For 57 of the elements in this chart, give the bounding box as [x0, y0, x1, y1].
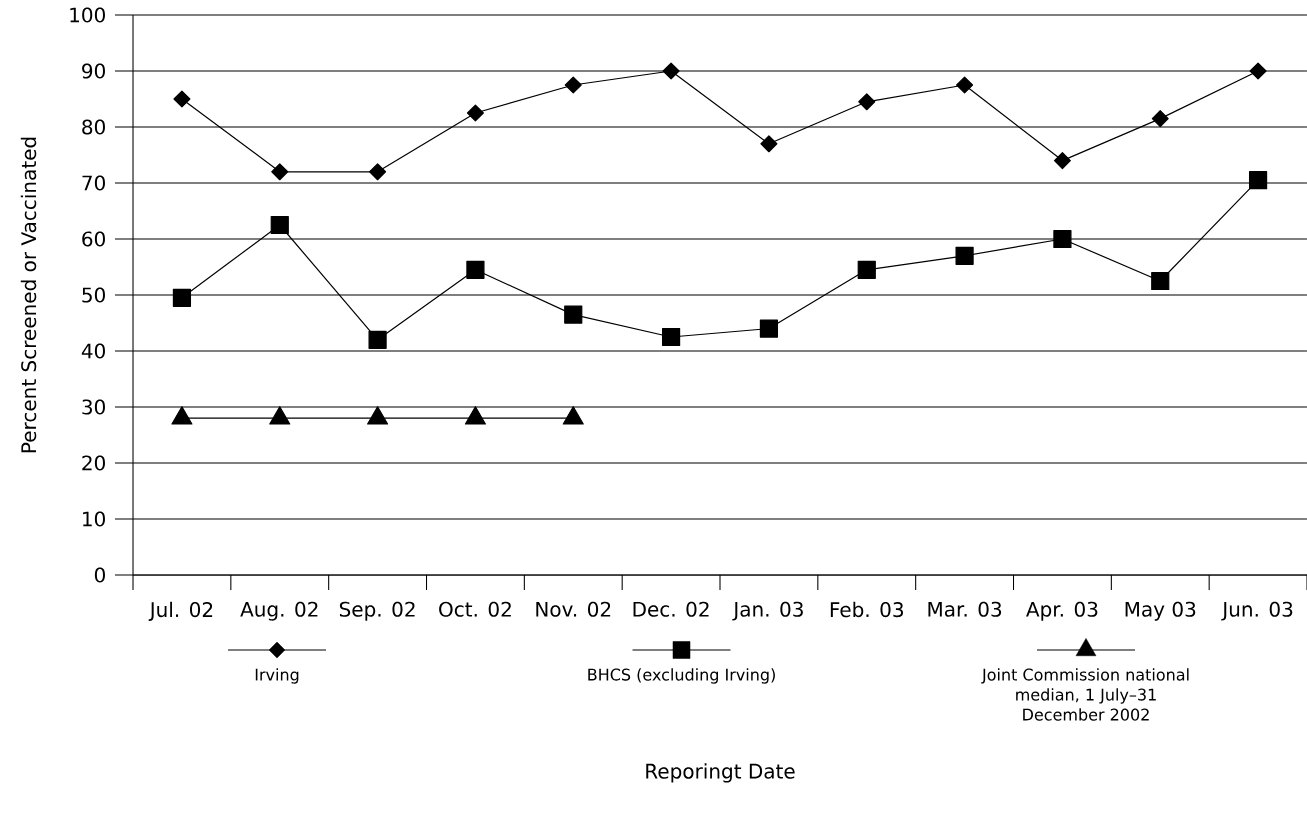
point: [564, 305, 583, 324]
point: [367, 406, 389, 425]
y-tick-label: 0: [94, 567, 105, 583]
y-tick-label: 90: [82, 63, 105, 79]
point: [661, 327, 681, 347]
point: [466, 104, 484, 122]
y-axis-title: Percent Screened or Vaccinated: [20, 137, 37, 453]
y-tick-label: 20: [82, 455, 105, 471]
legend-label: Irving: [255, 668, 299, 684]
point: [172, 288, 192, 307]
point: [1053, 152, 1071, 170]
point: [857, 260, 876, 279]
x-tick-label: Mar. 03: [928, 601, 1002, 617]
point: [564, 76, 582, 94]
point: [956, 76, 974, 94]
point: [466, 260, 485, 279]
point: [171, 406, 193, 425]
point: [1249, 62, 1267, 80]
y-tick-label: 30: [82, 399, 105, 415]
x-tick-label: Jan. 03: [732, 601, 803, 621]
x-tick-label: May 03: [1125, 601, 1196, 621]
x-tick-label: Oct. 02: [439, 601, 511, 617]
x-tick-label: Jun. 03: [1221, 601, 1293, 621]
y-tick-label: 70: [82, 175, 105, 191]
x-tick-label: Nov. 02: [536, 601, 611, 617]
point: [1248, 171, 1268, 190]
point: [858, 93, 876, 111]
x-tick-label: Feb. 03: [830, 601, 903, 618]
point: [1151, 110, 1169, 128]
x-tick-label: Sep. 02: [339, 601, 415, 621]
x-tick-label: Aug. 02: [240, 601, 318, 621]
text: Reporingt Date: [646, 763, 795, 783]
point: [369, 163, 387, 181]
point: [464, 406, 486, 425]
y-tick-label: 80: [82, 119, 105, 135]
legend-label: Joint Commission national median, 1 July–31 December 2002: [981, 668, 1189, 721]
point: [662, 62, 680, 80]
y-tick-label: 100: [70, 7, 105, 23]
x-tick-label: Dec. 02: [633, 601, 709, 617]
y-tick-label: 60: [82, 231, 105, 247]
point: [270, 215, 289, 235]
point: [368, 330, 387, 349]
point: [1151, 271, 1170, 291]
point: [955, 246, 974, 265]
point: [1053, 229, 1072, 249]
y-tick-label: 40: [81, 343, 105, 359]
point: [562, 406, 584, 425]
point: [269, 406, 291, 425]
point: [759, 319, 779, 338]
point: [173, 90, 191, 108]
point: [271, 163, 289, 181]
x-tick-label: Apr. 03: [1026, 601, 1098, 621]
legend-label: BHCS (excluding Irving): [588, 668, 775, 684]
point: [760, 135, 778, 153]
x-tick-label: Jul. 02: [148, 601, 213, 621]
y-tick-label: 50: [82, 287, 105, 303]
y-tick-label: 10: [83, 511, 105, 527]
